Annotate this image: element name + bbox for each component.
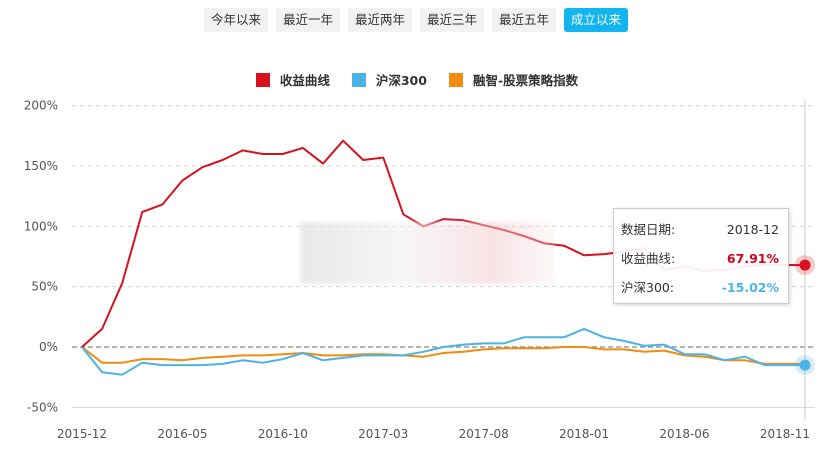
tooltip-date-value: 2018-12 [726, 222, 779, 237]
legend-item-csi300[interactable]: 沪深300 [351, 70, 427, 89]
range-button-3y[interactable]: 最近三年 [420, 8, 485, 32]
series-line [81, 327, 805, 376]
x-tick-label: 2017-03 [358, 427, 408, 441]
x-tick-label: 2018-11 [760, 427, 810, 441]
legend-label: 收益曲线 [279, 73, 330, 88]
chart-tooltip: 数据日期: 2018-12 收益曲线: 67.91% 沪深300: -15.02… [613, 208, 789, 304]
y-tick-label: 200% [24, 99, 58, 113]
legend-label: 融智-股票策略指数 [472, 73, 579, 88]
chart-legend: 收益曲线 沪深300 融智-股票策略指数 [0, 70, 828, 89]
x-tick-label: 2018-06 [659, 427, 709, 441]
x-tick-label: 2017-08 [459, 427, 509, 441]
range-button-5y[interactable]: 最近五年 [492, 8, 557, 32]
legend-swatch-blue [351, 72, 366, 87]
hover-markers [795, 255, 815, 376]
series-line [81, 346, 805, 365]
tooltip-row-csi300: 沪深300: -15.02% [621, 273, 779, 302]
y-tick-label: -50% [27, 400, 58, 414]
tooltip-row-fund: 收益曲线: 67.91% [621, 244, 779, 273]
y-tick-label: 50% [31, 280, 58, 294]
range-button-1y[interactable]: 最近一年 [275, 8, 340, 32]
y-tick-label: 100% [24, 219, 58, 233]
range-button-since-inception[interactable]: 成立以来 [564, 8, 629, 32]
legend-label: 沪深300 [375, 73, 427, 88]
tooltip-fund-label: 收益曲线: [621, 251, 676, 266]
x-tick-label: 2018-01 [559, 427, 609, 441]
y-tick-label: 0% [39, 340, 58, 354]
x-tick-label: 2015-12 [57, 427, 107, 441]
legend-swatch-red [255, 72, 270, 87]
tooltip-csi300-value: -15.02% [721, 280, 779, 295]
legend-item-strategy-index[interactable]: 融智-股票策略指数 [448, 70, 579, 89]
range-button-ytd[interactable]: 今年以来 [203, 8, 268, 32]
y-axis-labels: 200% 150% 100% 50% 0% -50% [24, 99, 58, 415]
tooltip-date-label: 数据日期: [621, 222, 676, 237]
time-range-selector: 今年以来 最近一年 最近两年 最近三年 最近五年 成立以来 [0, 8, 828, 32]
x-axis-labels: 2015-12 2016-05 2016-10 2017-03 2017-08 2018-… [57, 427, 810, 441]
x-tick-label: 2016-10 [258, 427, 308, 441]
range-button-2y[interactable]: 最近两年 [347, 8, 412, 32]
data-point-marker [799, 359, 811, 371]
tooltip-row-date: 数据日期: 2018-12 [621, 215, 779, 244]
y-tick-label: 150% [24, 159, 58, 173]
watermark-blur [300, 222, 555, 284]
legend-item-fund-return[interactable]: 收益曲线 [255, 70, 330, 89]
data-point-marker [799, 259, 811, 271]
legend-swatch-orange [448, 72, 463, 87]
tooltip-fund-value: 67.91% [726, 251, 779, 266]
x-tick-label: 2016-05 [157, 427, 207, 441]
tooltip-csi300-label: 沪深300: [621, 280, 675, 295]
